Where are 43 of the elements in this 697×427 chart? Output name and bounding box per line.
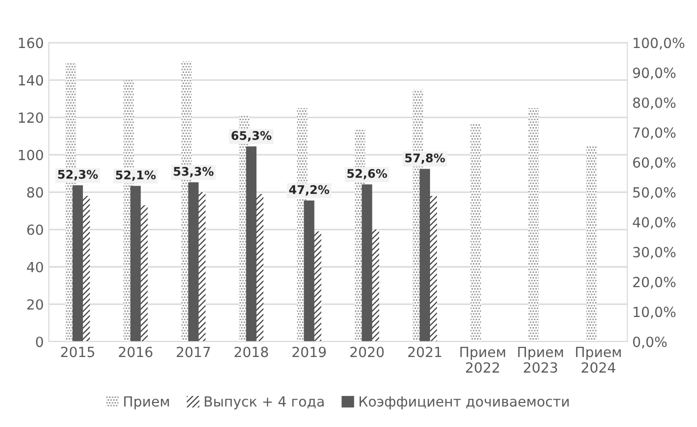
x-tick-label: 2015 [61, 346, 94, 358]
y-tick-label: 20 [27, 299, 44, 310]
y2-tick-label: 30,0% [633, 246, 676, 259]
x-tick-label: Прием 2024 [576, 346, 621, 373]
y2-tick-label: 90,0% [633, 68, 676, 80]
bar [586, 145, 597, 342]
y-tick-label: 120 [18, 112, 44, 123]
data-label: 52,6% [347, 168, 388, 180]
x-tick-label: 2020 [350, 346, 384, 358]
legend-label: Выпуск + 4 года [204, 396, 324, 410]
data-label: 53,3% [174, 166, 214, 178]
y2-tick-label: 80,0% [633, 97, 676, 110]
x-tick-label: 2019 [292, 346, 326, 358]
bar [470, 123, 481, 342]
y2-tick-label: 100,0% [634, 38, 684, 50]
y-tick-label: 80 [27, 187, 44, 198]
y-tick-label: 100 [18, 150, 44, 160]
x-tick-label: Прием 2022 [460, 346, 506, 373]
y2-tick-label: 10,0% [634, 306, 676, 319]
x-tick-label: Прием 2023 [518, 346, 563, 373]
data-label: 47,2% [289, 185, 330, 196]
y2-tick-label: 40,0% [632, 217, 676, 229]
y-tick-label: 160 [18, 38, 44, 48]
y-tick-label: 140 [18, 75, 44, 86]
legend-label: Коэффициент дочиваемости [360, 396, 569, 410]
y-tick-label: 40 [26, 262, 44, 272]
y2-tick-label: 20,0% [633, 276, 676, 289]
y-tick-label: 0 [36, 336, 44, 348]
data-label: 52,3% [58, 170, 98, 180]
y2-tick-label: 50,0% [633, 187, 676, 200]
bar [528, 108, 539, 342]
y2-tick-label: 70,0% [633, 127, 676, 140]
data-label: 57,8% [405, 153, 445, 164]
legend-label: Прием [124, 396, 169, 410]
x-tick-label: 2018 [234, 346, 268, 358]
data-label: 52,1% [116, 170, 156, 181]
x-tick-label: 2017 [176, 346, 210, 358]
y2-tick-label: 0,0% [633, 336, 667, 348]
x-tick-label: 2021 [408, 346, 442, 358]
y2-tick-label: 60,0% [633, 157, 676, 170]
y-tick-label: 60 [27, 224, 44, 235]
data-label: 65,3% [232, 131, 272, 142]
x-tick-label: 2016 [118, 346, 152, 358]
